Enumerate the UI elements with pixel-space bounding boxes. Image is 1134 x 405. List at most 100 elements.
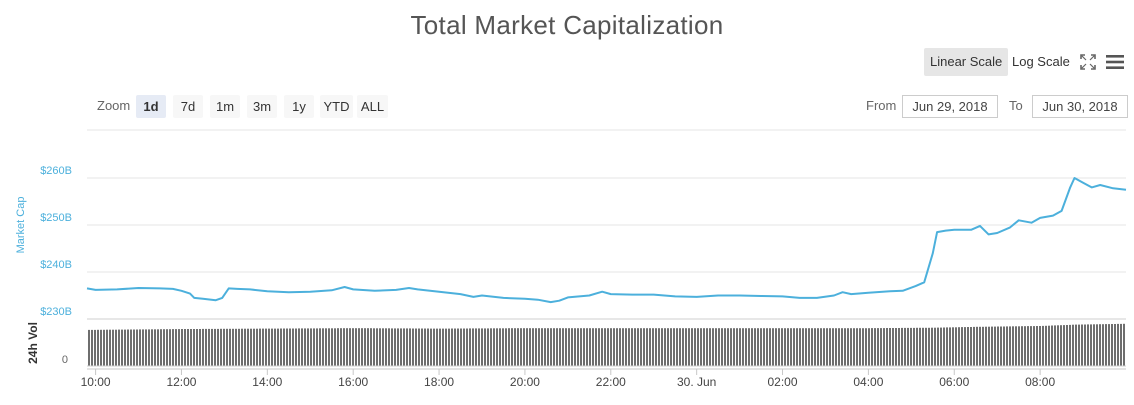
volume-bar — [988, 326, 990, 366]
zoom-1m-button[interactable]: 1m — [210, 95, 240, 118]
volume-bar — [1096, 324, 1098, 366]
zoom-7d-button[interactable]: 7d — [173, 95, 203, 118]
volume-bar — [331, 328, 333, 366]
volume-bar — [268, 328, 270, 366]
volume-bar — [541, 328, 543, 366]
volume-bar — [475, 328, 477, 366]
x-tick-label: 12:00 — [166, 375, 196, 389]
volume-bar — [1021, 326, 1023, 366]
volume-bar — [724, 328, 726, 366]
volume-bar — [472, 328, 474, 366]
to-date-input[interactable]: Jun 30, 2018 — [1032, 95, 1128, 118]
volume-bar — [985, 326, 987, 366]
volume-bar — [487, 328, 489, 366]
zoom-ytd-button[interactable]: YTD — [320, 95, 353, 118]
volume-bar — [631, 328, 633, 366]
volume-bar — [637, 328, 639, 366]
volume-bar — [538, 328, 540, 366]
volume-bar — [667, 328, 669, 366]
volume-bar — [832, 328, 834, 366]
volume-bar — [286, 328, 288, 366]
volume-bar — [1087, 324, 1089, 366]
volume-bar — [904, 327, 906, 366]
zoom-1d-button[interactable]: 1d — [136, 95, 166, 118]
x-tick-label: 02:00 — [768, 375, 798, 389]
volume-bar — [91, 329, 93, 366]
volume-bar — [1069, 324, 1071, 366]
volume-bar — [610, 328, 612, 366]
volume-bar — [283, 328, 285, 366]
volume-bar — [799, 328, 801, 366]
volume-bar — [688, 328, 690, 366]
from-date-input[interactable]: Jun 29, 2018 — [902, 95, 998, 118]
volume-bar — [1081, 324, 1083, 366]
volume-bar — [565, 328, 567, 366]
volume-bar — [928, 327, 930, 366]
volume-bar — [346, 328, 348, 366]
menu-icon[interactable] — [1106, 54, 1124, 70]
volume-bar — [763, 328, 765, 366]
volume-bar — [232, 328, 234, 366]
volume-bar — [1012, 326, 1014, 366]
volume-bar — [592, 328, 594, 366]
volume-bar — [595, 328, 597, 366]
volume-bar — [694, 328, 696, 366]
volume-bar — [130, 329, 132, 366]
volume-bar — [496, 328, 498, 366]
volume-bar — [1003, 326, 1005, 366]
volume-bar — [712, 328, 714, 366]
volume-bar — [1057, 325, 1059, 366]
volume-bar — [520, 328, 522, 366]
linear-scale-button[interactable]: Linear Scale — [924, 48, 1009, 76]
volume-bar — [979, 326, 981, 366]
volume-bar — [235, 328, 237, 366]
volume-bar — [1120, 323, 1122, 366]
volume-bar — [1009, 326, 1011, 366]
volume-bar — [805, 328, 807, 366]
volume-bar — [202, 328, 204, 366]
volume-bar — [265, 328, 267, 366]
zoom-1y-button[interactable]: 1y — [284, 95, 314, 118]
volume-bar — [142, 329, 144, 366]
log-scale-button[interactable]: Log Scale — [1012, 54, 1070, 69]
volume-bar — [973, 326, 975, 366]
volume-bar — [307, 328, 309, 366]
volume-bar — [1090, 324, 1092, 366]
volume-bar — [484, 328, 486, 366]
volume-bar — [373, 328, 375, 366]
volume-bar — [802, 328, 804, 366]
volume-bar — [247, 328, 249, 366]
volume-bar — [760, 328, 762, 366]
volume-bar — [277, 328, 279, 366]
volume-bar — [358, 328, 360, 366]
volume-bar — [445, 328, 447, 366]
volume-bar — [214, 328, 216, 366]
volume-bar — [400, 328, 402, 366]
volume-bar — [427, 328, 429, 366]
volume-bar — [586, 328, 588, 366]
volume-bar — [1066, 325, 1068, 366]
volume-bar — [718, 328, 720, 366]
volume-bar — [721, 328, 723, 366]
volume-bar — [220, 328, 222, 366]
volume-bar — [808, 328, 810, 366]
volume-bar — [469, 328, 471, 366]
zoom-3m-button[interactable]: 3m — [247, 95, 277, 118]
zoom-all-button[interactable]: ALL — [357, 95, 388, 118]
volume-bar — [433, 328, 435, 366]
volume-bar — [781, 328, 783, 366]
volume-bar — [580, 328, 582, 366]
volume-bar — [856, 328, 858, 366]
volume-bar — [190, 329, 192, 366]
volume-bar — [178, 329, 180, 366]
volume-bar — [871, 328, 873, 366]
volume-bar — [256, 328, 258, 366]
volume-bar — [790, 328, 792, 366]
volume-bar — [1000, 326, 1002, 366]
volume-bar — [103, 329, 105, 366]
volume-bar — [280, 328, 282, 366]
fullscreen-icon[interactable] — [1080, 54, 1096, 70]
volume-bar — [154, 329, 156, 366]
volume-bar — [415, 328, 417, 366]
volume-bar — [391, 328, 393, 366]
